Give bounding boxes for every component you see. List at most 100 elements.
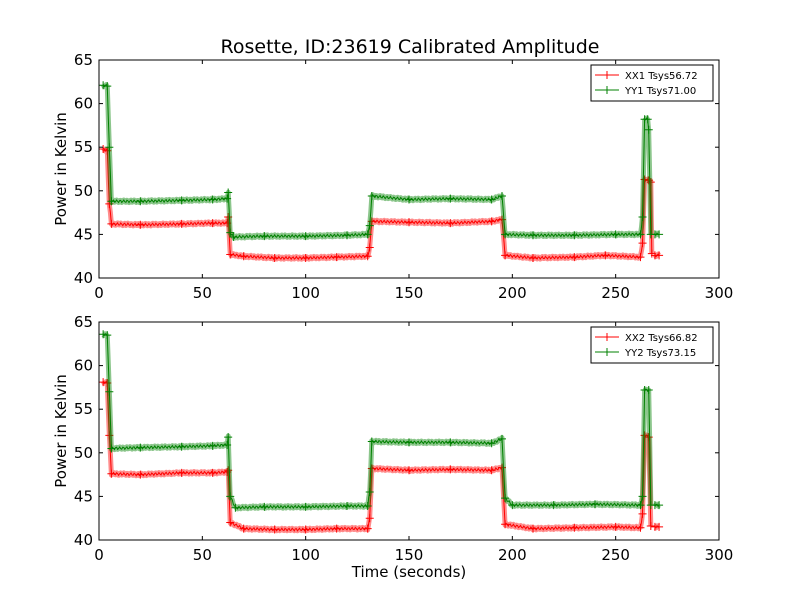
data-point-marker	[655, 522, 664, 531]
data-point-marker	[226, 250, 235, 259]
data-point-marker	[570, 253, 579, 262]
x-tick-label: 150	[395, 284, 424, 302]
data-point-marker	[365, 221, 374, 230]
data-point-marker	[363, 524, 372, 533]
data-point-marker	[231, 503, 240, 512]
data-point-marker	[177, 196, 186, 205]
data-point-marker	[367, 437, 376, 446]
y-tick-label: 65	[74, 51, 93, 69]
data-point-marker	[446, 194, 455, 203]
data-point-marker	[529, 253, 537, 262]
data-point-marker	[239, 252, 248, 261]
data-point-marker	[136, 220, 145, 229]
data-point-marker	[177, 468, 186, 477]
data-point-marker	[405, 195, 413, 204]
data-point-marker	[103, 379, 112, 388]
legend-entry: YY2 Tsys73.15	[624, 348, 696, 359]
data-point-marker	[301, 502, 310, 511]
data-point-marker	[365, 488, 374, 497]
x-tick-label: 250	[601, 284, 630, 302]
series-band-xx2	[100, 379, 654, 534]
data-point-marker	[646, 522, 655, 531]
y-tick-label: 40	[74, 531, 93, 549]
data-point-marker	[365, 243, 374, 252]
data-point-marker	[405, 218, 413, 227]
bottom-subplot: 0 50 100 150 200 250 300 40 45 50 55 60 65 Power in K…	[52, 313, 733, 581]
data-point-marker	[446, 219, 455, 228]
data-point-marker	[487, 466, 496, 475]
data-point-marker	[501, 230, 510, 239]
legend-swatch-marker	[603, 348, 611, 356]
series-line-xx1	[102, 147, 653, 261]
figure-title: Rosette, ID:23619 Calibrated Amplitude	[221, 36, 600, 58]
data-point-marker	[646, 178, 655, 187]
data-point-marker	[487, 439, 496, 448]
data-point-marker	[501, 251, 510, 260]
legend-swatch-marker	[603, 86, 611, 94]
data-point-marker	[655, 230, 664, 239]
data-point-marker	[301, 232, 310, 241]
data-point-marker	[611, 522, 620, 531]
data-point-marker	[224, 188, 233, 197]
data-point-marker	[405, 466, 413, 475]
data-point-marker	[226, 492, 235, 501]
data-point-marker	[405, 438, 413, 447]
y-tick-label: 60	[74, 357, 93, 375]
data-point-marker	[644, 176, 653, 185]
data-point-marker	[260, 232, 269, 241]
series-line-xx2	[102, 380, 652, 532]
data-point-marker	[501, 494, 510, 503]
series-line-yy2	[102, 333, 652, 510]
data-point-marker	[498, 434, 506, 443]
data-point-marker	[508, 501, 517, 510]
data-point-marker	[223, 440, 232, 449]
y-tick-label: 50	[74, 444, 93, 462]
data-point-marker	[177, 219, 186, 228]
x-tick-label: 100	[291, 546, 320, 564]
data-point-marker	[105, 143, 114, 152]
data-point-marker	[223, 194, 232, 203]
data-point-marker	[226, 518, 235, 527]
data-point-marker	[638, 492, 647, 501]
data-point-marker	[99, 378, 108, 387]
data-point-marker	[644, 125, 653, 134]
data-point-marker	[343, 231, 351, 240]
data-point-marker	[636, 230, 645, 239]
legend-entry: YY1 Tsys71.00	[624, 86, 696, 97]
data-point-marker	[136, 443, 145, 452]
x-tick-label: 150	[395, 546, 424, 564]
y-tick-label: 60	[74, 95, 93, 113]
data-point-marker	[498, 192, 506, 201]
data-point-marker	[570, 523, 579, 532]
legend-entry: XX1 Tsys56.72	[625, 71, 698, 82]
data-point-marker	[636, 523, 645, 532]
data-point-marker	[570, 231, 579, 240]
x-tick-label: 50	[193, 284, 212, 302]
data-point-marker	[501, 520, 510, 529]
data-point-marker	[99, 330, 108, 339]
data-point-marker	[239, 524, 248, 533]
data-point-marker	[644, 386, 653, 395]
data-point-marker	[332, 524, 341, 533]
data-point-marker	[301, 253, 310, 262]
data-point-marker	[107, 444, 116, 453]
data-point-marker	[103, 82, 112, 91]
data-point-marker	[636, 253, 645, 262]
data-point-marker	[638, 509, 647, 518]
data-point-marker	[643, 115, 652, 124]
x-tick-label: 0	[94, 284, 104, 302]
data-point-marker	[107, 469, 116, 478]
x-tick-label: 200	[498, 284, 527, 302]
data-point-marker	[367, 464, 376, 473]
data-point-marker	[365, 514, 374, 523]
data-point-marker	[487, 195, 496, 204]
y-tick-label: 55	[74, 138, 93, 156]
y-tick-label: 40	[74, 269, 93, 287]
data-point-marker	[107, 197, 116, 206]
y-axis-label: Power in Kelvin	[52, 112, 70, 226]
y-tick-label: 55	[74, 400, 93, 418]
x-tick-label: 300	[705, 284, 734, 302]
data-point-marker	[103, 331, 112, 340]
legend-box	[590, 64, 714, 102]
data-point-marker	[367, 217, 376, 226]
